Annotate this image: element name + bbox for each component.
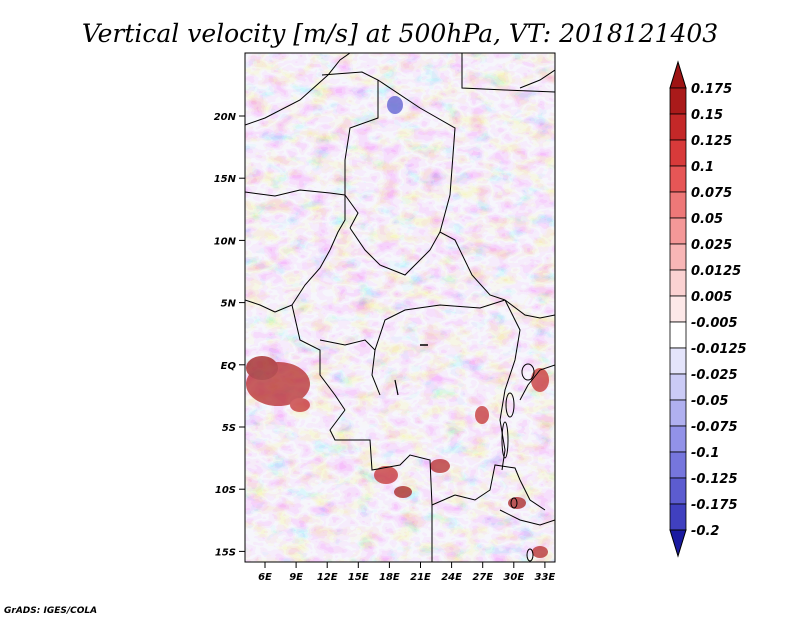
colorbar: 0.175 0.15 0.125 0.1 0.075 0.05 0.025 0.0125 0.0… xyxy=(669,60,747,558)
colorbar-label: -0.175 xyxy=(691,498,738,513)
velocity-hotspots xyxy=(246,96,549,558)
colorbar-label: 0.075 xyxy=(691,186,732,201)
colorbar-label: -0.005 xyxy=(691,316,738,331)
colorbar-label: -0.2 xyxy=(691,524,719,539)
colorbar-label: 0.1 xyxy=(691,160,714,175)
lat-tick-label: 10N xyxy=(214,236,237,247)
colorbar-swatch xyxy=(669,321,687,349)
lat-tick-label: 15N xyxy=(214,174,237,185)
colorbar-swatch xyxy=(669,165,687,193)
lon-tick-label: 30E xyxy=(503,572,524,583)
latitude-axis: 20N 15N 10N 5N EQ 5S 10S 15S xyxy=(214,112,245,558)
colorbar-swatch xyxy=(669,451,687,479)
colorbar-label: -0.025 xyxy=(691,368,738,383)
colorbar-top-arrow xyxy=(669,60,687,89)
colorbar-swatch xyxy=(669,87,687,115)
lon-tick-label: 6E xyxy=(258,572,272,583)
longitude-axis: 6E 9E 12E 15E 18E 21E 24E 27E 30E 33E xyxy=(258,562,555,583)
colorbar-swatch xyxy=(669,503,687,531)
lat-tick-label: 5N xyxy=(221,299,237,310)
lon-tick-label: 12E xyxy=(317,572,338,583)
colorbar-swatch xyxy=(669,399,687,427)
lon-tick-label: 15E xyxy=(348,572,369,583)
map-frame xyxy=(244,52,556,563)
colorbar-swatch xyxy=(669,139,687,167)
colorbar-label: 0.005 xyxy=(691,290,732,305)
colorbar-swatch xyxy=(669,217,687,245)
lat-tick-label: 20N xyxy=(214,112,237,123)
lat-tick-label: 15S xyxy=(215,547,236,558)
lat-tick-label: 5S xyxy=(222,423,236,434)
colorbar-swatch xyxy=(669,113,687,141)
colorbar-swatch xyxy=(669,373,687,401)
lakes xyxy=(501,363,535,562)
grads-credit: GrADS: IGES/COLA xyxy=(4,606,97,616)
lon-tick-label: 21E xyxy=(410,572,431,583)
colorbar-label: 0.0125 xyxy=(691,264,741,279)
lon-tick-label: 18E xyxy=(379,572,400,583)
colorbar-label: -0.05 xyxy=(691,394,728,409)
colorbar-swatch xyxy=(669,269,687,297)
lat-tick-label: EQ xyxy=(221,361,237,372)
colorbar-swatch xyxy=(669,295,687,323)
lon-tick-label: 27E xyxy=(472,572,493,583)
colorbar-label: 0.175 xyxy=(691,82,732,97)
colorbar-label: 0.125 xyxy=(691,134,732,149)
country-borders xyxy=(245,53,555,562)
colorbar-swatch xyxy=(669,191,687,219)
colorbar-swatch xyxy=(669,243,687,271)
lon-tick-label: 9E xyxy=(289,572,303,583)
colorbar-label: 0.025 xyxy=(691,238,732,253)
lon-tick-label: 33E xyxy=(535,572,556,583)
colorbar-bottom-arrow xyxy=(669,529,687,558)
colorbar-label: 0.05 xyxy=(691,212,723,227)
lon-tick-label: 24E xyxy=(441,572,462,583)
colorbar-swatch xyxy=(669,347,687,375)
colorbar-label: 0.15 xyxy=(691,108,723,123)
velocity-pattern xyxy=(245,53,555,562)
colorbar-label: -0.075 xyxy=(691,420,738,435)
colorbar-swatch xyxy=(669,425,687,453)
lat-tick-label: 10S xyxy=(215,485,236,496)
colorbar-swatch xyxy=(669,477,687,505)
colorbar-label: -0.0125 xyxy=(691,342,747,357)
colorbar-label: -0.1 xyxy=(691,446,719,461)
colorbar-label: -0.125 xyxy=(691,472,738,487)
map-field xyxy=(245,53,555,562)
map-title: Vertical velocity [m/s] at 500hPa, VT: 2… xyxy=(82,19,718,48)
